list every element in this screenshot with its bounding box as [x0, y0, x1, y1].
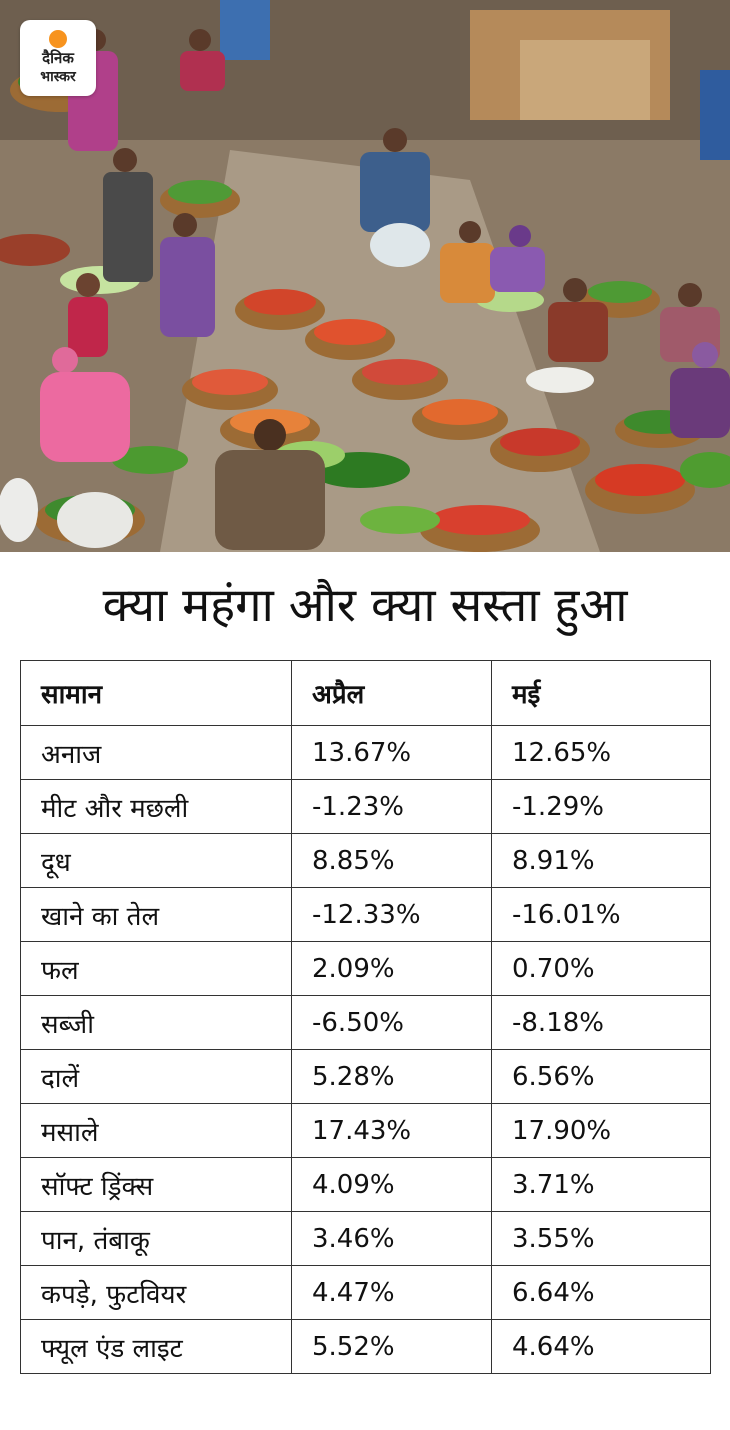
brand-logo-line2: भास्कर [40, 69, 76, 85]
item-name: दालें [20, 1049, 292, 1104]
item-name: मसाले [20, 1103, 292, 1158]
table-header-row: सामान अप्रैल मई [20, 660, 711, 726]
brand-logo: दैनिक भास्कर [20, 20, 96, 96]
table-row: दालें 5.28% 6.56% [20, 1049, 711, 1104]
item-name: सब्जी [20, 995, 292, 1050]
may-value: 6.64% [491, 1265, 711, 1320]
header-may: मई [491, 660, 711, 726]
item-name: मीट और मछली [20, 779, 292, 834]
may-value: 17.90% [491, 1103, 711, 1158]
table-row: अनाज 13.67% 12.65% [20, 725, 711, 780]
may-value: 3.55% [491, 1211, 711, 1266]
april-value: 3.46% [291, 1211, 492, 1266]
may-value: 0.70% [491, 941, 711, 996]
may-value: -8.18% [491, 995, 711, 1050]
april-value: 17.43% [291, 1103, 492, 1158]
item-name: पान, तंबाकू [20, 1211, 292, 1266]
table-row: कपड़े, फुटवियर 4.47% 6.64% [20, 1265, 711, 1320]
table-row: खाने का तेल -12.33% -16.01% [20, 887, 711, 942]
brand-logo-line1: दैनिक [42, 49, 74, 67]
april-value: 4.47% [291, 1265, 492, 1320]
item-name: सॉफ्ट ड्रिंक्स [20, 1157, 292, 1212]
vegetable-market-illustration [0, 0, 730, 552]
table-row: फ्यूल एंड लाइट 5.52% 4.64% [20, 1319, 711, 1374]
item-name: फल [20, 941, 292, 996]
item-name: दूध [20, 833, 292, 888]
april-value: 4.09% [291, 1157, 492, 1212]
may-value: -1.29% [491, 779, 711, 834]
april-value: 2.09% [291, 941, 492, 996]
header-april: अप्रैल [291, 660, 492, 726]
item-name: अनाज [20, 725, 292, 780]
table-row: पान, तंबाकू 3.46% 3.55% [20, 1211, 711, 1266]
table-row: दूध 8.85% 8.91% [20, 833, 711, 888]
april-value: -6.50% [291, 995, 492, 1050]
sun-icon [49, 30, 67, 48]
april-value: -1.23% [291, 779, 492, 834]
may-value: -16.01% [491, 887, 711, 942]
table-row: मीट और मछली -1.23% -1.29% [20, 779, 711, 834]
market-photo: दैनिक भास्कर [0, 0, 730, 552]
april-value: 5.52% [291, 1319, 492, 1374]
item-name: फ्यूल एंड लाइट [20, 1319, 292, 1374]
table-row: सब्जी -6.50% -8.18% [20, 995, 711, 1050]
april-value: 5.28% [291, 1049, 492, 1104]
may-value: 6.56% [491, 1049, 711, 1104]
price-change-table: सामान अप्रैल मई अनाज 13.67% 12.65% मीट औ… [20, 660, 711, 1374]
april-value: 13.67% [291, 725, 492, 780]
table-row: मसाले 17.43% 17.90% [20, 1103, 711, 1158]
item-name: कपड़े, फुटवियर [20, 1265, 292, 1320]
may-value: 8.91% [491, 833, 711, 888]
item-name: खाने का तेल [20, 887, 292, 942]
may-value: 12.65% [491, 725, 711, 780]
table-row: फल 2.09% 0.70% [20, 941, 711, 996]
headline: क्या महंगा और क्या सस्ता हुआ [102, 578, 628, 633]
table-row: सॉफ्ट ड्रिंक्स 4.09% 3.71% [20, 1157, 711, 1212]
may-value: 4.64% [491, 1319, 711, 1374]
may-value: 3.71% [491, 1157, 711, 1212]
april-value: -12.33% [291, 887, 492, 942]
april-value: 8.85% [291, 833, 492, 888]
header-item: सामान [20, 660, 292, 726]
